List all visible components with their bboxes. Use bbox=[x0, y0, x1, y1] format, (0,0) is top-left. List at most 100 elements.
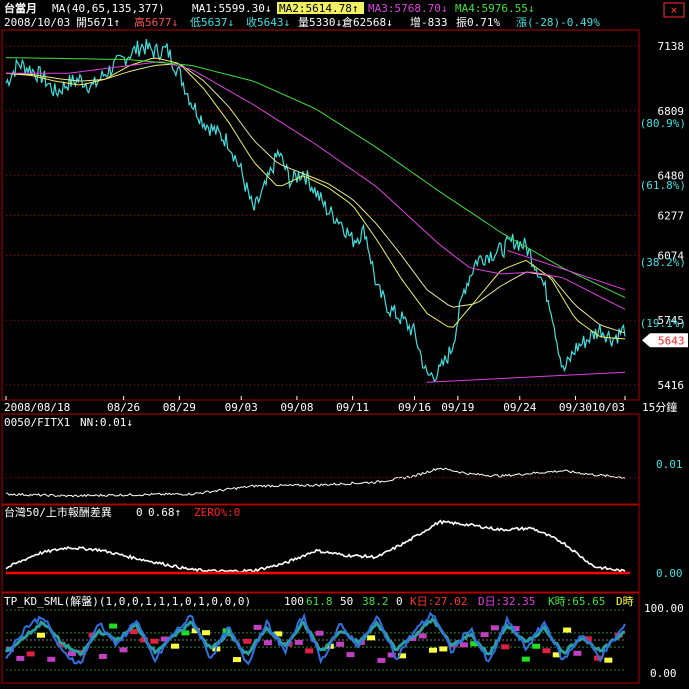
price-y-tick: 7138 bbox=[658, 40, 685, 53]
bar-date: 2008/10/03 bbox=[4, 16, 70, 29]
kd-signal-block bbox=[439, 646, 448, 652]
series-trend_low-line bbox=[426, 371, 626, 383]
kd-level-618: 61.8 bbox=[306, 595, 333, 608]
indicator2-panel-frame bbox=[1, 504, 640, 593]
kd-signal-block bbox=[490, 625, 499, 631]
kd-signal-block bbox=[140, 637, 149, 643]
kd-signal-block bbox=[542, 648, 551, 654]
ma2-value: MA2:5614.78↑ bbox=[279, 2, 358, 15]
x-tick-label: 2008/08/18 bbox=[4, 401, 70, 414]
high-value: 高5677↓ bbox=[134, 15, 178, 29]
ma3-value: MA3:5768.70↓ bbox=[368, 2, 447, 15]
kd-signal-block bbox=[119, 647, 128, 653]
kd-signal-block bbox=[573, 650, 582, 656]
kd-level-382: 38.2 bbox=[362, 595, 389, 608]
x-tick-label: 09/08 bbox=[280, 401, 313, 414]
x-tick-label: 10/03 bbox=[592, 401, 625, 414]
kd-signal-block bbox=[109, 623, 118, 629]
kd-signal-block bbox=[501, 644, 510, 650]
price-gridlines bbox=[6, 45, 639, 386]
kd-signal-block bbox=[160, 636, 169, 642]
x-tick-label: 08/26 bbox=[107, 401, 140, 414]
kd-signal-block bbox=[563, 627, 572, 633]
kd-signal-block bbox=[428, 647, 437, 653]
oi-change-value: 增-833 bbox=[410, 15, 448, 29]
x-axis: 2008/08/18 08/26 08/29 09/03 09/08 09/11 09/16… bbox=[4, 396, 626, 414]
ma1-value: MA1:5599.30↓ bbox=[192, 2, 271, 15]
kd-signal-block bbox=[181, 630, 190, 636]
indicator2-title: 台灣50/上市報酬差異 bbox=[4, 505, 112, 519]
close-value: 收5643↓ bbox=[246, 15, 290, 29]
kd-signal-block bbox=[191, 628, 200, 634]
x-tick-label: 09/11 bbox=[336, 401, 369, 414]
low-value: 低5637↓ bbox=[190, 16, 234, 29]
indicator1-line bbox=[5, 467, 626, 498]
kd-signal-block bbox=[387, 652, 396, 658]
kd-signal-block bbox=[418, 633, 427, 639]
kd-header: TP_KD_SML(解盤)(1,0,0,1,1,1,0,1,0,0,0) 100… bbox=[4, 594, 634, 608]
kd-k-hour: K時:65.65 bbox=[548, 595, 605, 608]
x-tick-label: 09/24 bbox=[503, 401, 536, 414]
kd-signal-block bbox=[294, 639, 303, 645]
x-tick-label: 08/29 bbox=[163, 401, 196, 414]
kd-signal-block bbox=[480, 632, 489, 638]
kd-signal-block bbox=[253, 624, 262, 630]
kd-signal-block bbox=[26, 651, 35, 657]
price-series bbox=[5, 39, 626, 383]
kd-signal-block bbox=[532, 643, 541, 649]
series-ma3-line bbox=[6, 61, 626, 310]
kd-signal-block bbox=[315, 630, 324, 636]
price-y-tick: 6277 bbox=[658, 210, 685, 223]
kd-signal-block bbox=[16, 655, 25, 661]
volume-value: 量5330↓ bbox=[298, 16, 342, 29]
indicator2-series bbox=[5, 519, 630, 575]
open-value: 開5671↑ bbox=[76, 16, 120, 29]
kd-signal-block bbox=[511, 626, 520, 632]
kd-signal-block bbox=[98, 653, 107, 659]
symbol-title: 台當月 bbox=[4, 1, 37, 15]
kd-signal-block bbox=[232, 657, 241, 663]
fib-level-label: (19.1%) bbox=[640, 317, 686, 330]
kd-k-line bbox=[5, 611, 626, 666]
series-ma2-line bbox=[5, 63, 626, 334]
kd-k-day: K日:27.02 bbox=[410, 595, 467, 608]
fib-level-label: (38.2%) bbox=[640, 256, 686, 269]
kd-signal-block bbox=[336, 641, 345, 647]
kd-signal-block bbox=[36, 632, 45, 638]
price-y-tick: 6074 bbox=[658, 249, 685, 262]
price-y-tick: 6480 bbox=[658, 170, 685, 183]
indicator1-title: 0050/FITX1 bbox=[4, 416, 70, 429]
kd-level-50: 50 bbox=[340, 595, 353, 608]
kd-signal-block bbox=[552, 652, 561, 658]
price-fib-labels: (80.9%) (61.8%) (38.2%) (19.1%) bbox=[640, 117, 686, 330]
series-ma4-line bbox=[5, 57, 626, 299]
price-y-axis: 7138 6809 6480 6277 6074 5745 5416 bbox=[658, 40, 685, 392]
ma4-value: MA4:5976.55↓ bbox=[455, 2, 534, 15]
kd-d-hour: D時 bbox=[616, 595, 634, 608]
indicator1-nn: NN:0.01↓ bbox=[80, 416, 133, 429]
kd-signal-block bbox=[604, 657, 613, 663]
price-y-tick: 5745 bbox=[658, 314, 685, 327]
fib-level-label: (61.8%) bbox=[640, 179, 686, 192]
close-button[interactable]: × bbox=[663, 2, 685, 18]
kd-signal-block bbox=[67, 651, 76, 657]
kd-signal-block bbox=[583, 636, 592, 642]
indicator2-value: 0.68↑ bbox=[148, 506, 181, 519]
x-tick-label: 09/19 bbox=[441, 401, 474, 414]
kd-signal-block bbox=[521, 656, 530, 662]
kd-signal-block bbox=[305, 648, 314, 654]
ma-parameters: MA(40,65,135,377) bbox=[52, 2, 165, 15]
indicator1-series bbox=[5, 467, 639, 498]
kd-level-0: 0 bbox=[396, 595, 403, 608]
kd-y-tick-0: 0.00 bbox=[650, 667, 677, 680]
price-y-tick: 6809 bbox=[658, 105, 685, 118]
kd-signal-block bbox=[274, 631, 283, 637]
x-tick-label: 09/30 bbox=[559, 401, 592, 414]
kd-signal-block bbox=[171, 643, 180, 649]
kd-signal-block bbox=[202, 630, 211, 636]
price-panel-frame bbox=[1, 29, 640, 401]
indicator2-line bbox=[5, 519, 626, 574]
kd-level-100: 100 bbox=[284, 595, 304, 608]
